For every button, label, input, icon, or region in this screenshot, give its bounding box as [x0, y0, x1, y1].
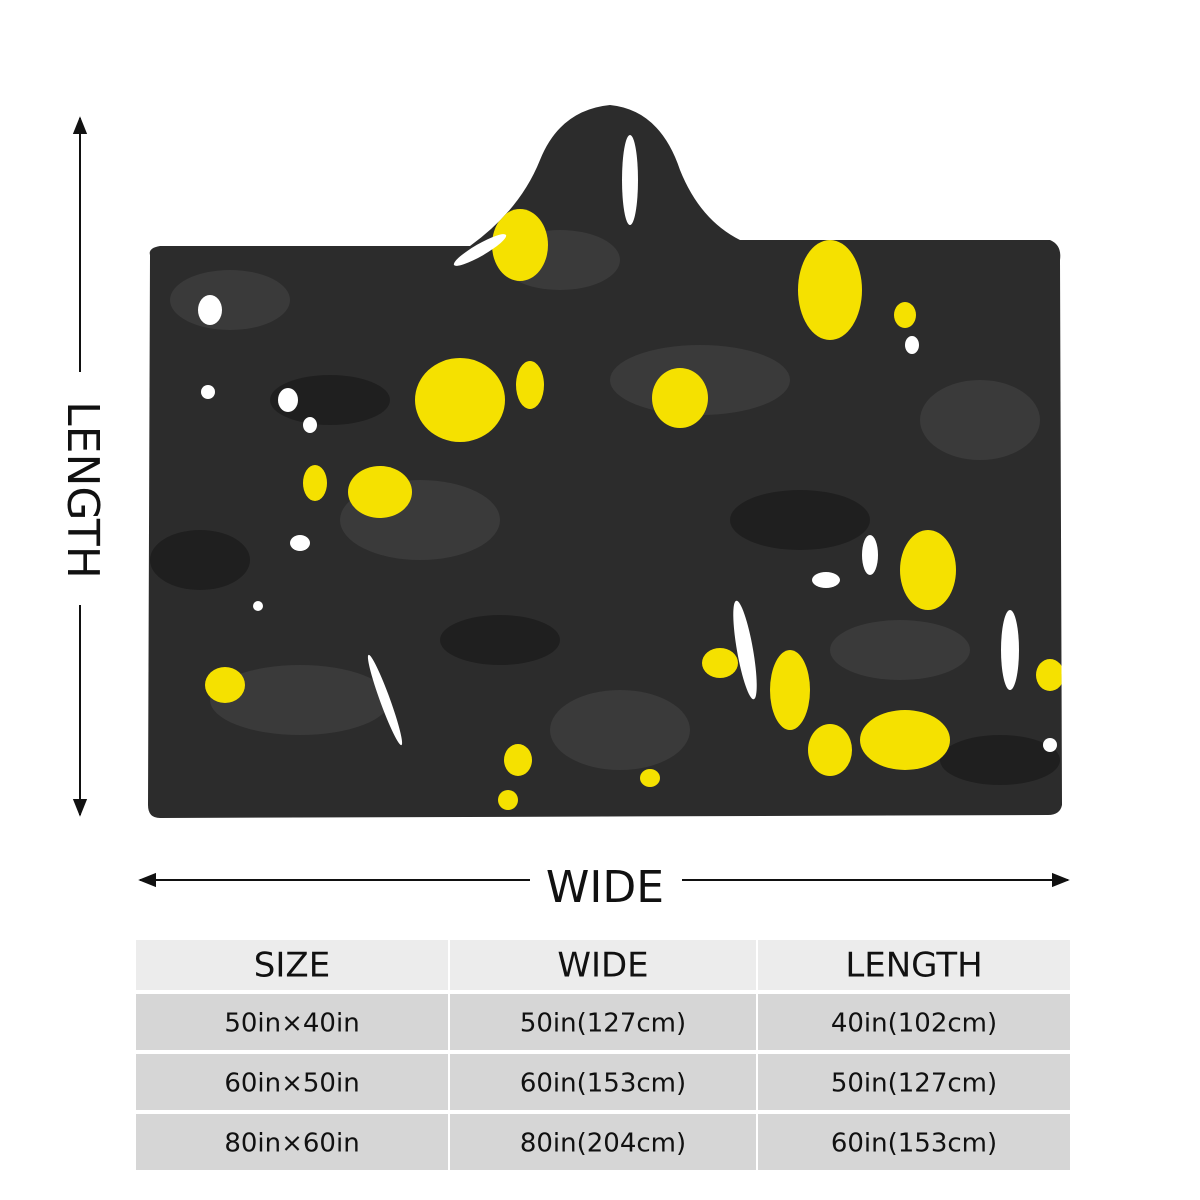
header-text: WIDE	[557, 946, 648, 986]
cell-text: 50in(127cm)	[831, 1069, 997, 1099]
table-cell	[450, 1054, 756, 1110]
table-cell	[136, 1114, 448, 1170]
cell-text: 80in×60in	[224, 1129, 359, 1159]
cell-text: 60in(153cm)	[831, 1129, 997, 1159]
length-label: LENGTH	[57, 401, 108, 579]
table-cell	[758, 994, 1070, 1050]
header-text: LENGTH	[845, 946, 982, 986]
cell-text: 50in(127cm)	[520, 1009, 686, 1039]
header-cell	[450, 940, 756, 990]
cell-text: 80in(204cm)	[520, 1129, 686, 1159]
blanket	[148, 105, 1062, 818]
cell-text: 60in(153cm)	[520, 1069, 686, 1099]
table-cell	[450, 994, 756, 1050]
cell-text: 60in×50in	[224, 1069, 359, 1099]
table-cell	[136, 994, 448, 1050]
header-cell	[758, 940, 1070, 990]
header-text: SIZE	[254, 946, 330, 986]
table-cell	[136, 1054, 448, 1110]
table-cell	[758, 1054, 1070, 1110]
table-cell	[450, 1114, 756, 1170]
cell-text: 40in(102cm)	[831, 1009, 997, 1039]
size-table: SIZE WIDE LENGTH 50in×40in 50in(127cm) 40i…	[136, 940, 1070, 1170]
cell-text: 50in×40in	[224, 1009, 359, 1039]
table-cell	[758, 1114, 1070, 1170]
wide-label: WIDE	[546, 862, 664, 913]
header-cell	[136, 940, 448, 990]
